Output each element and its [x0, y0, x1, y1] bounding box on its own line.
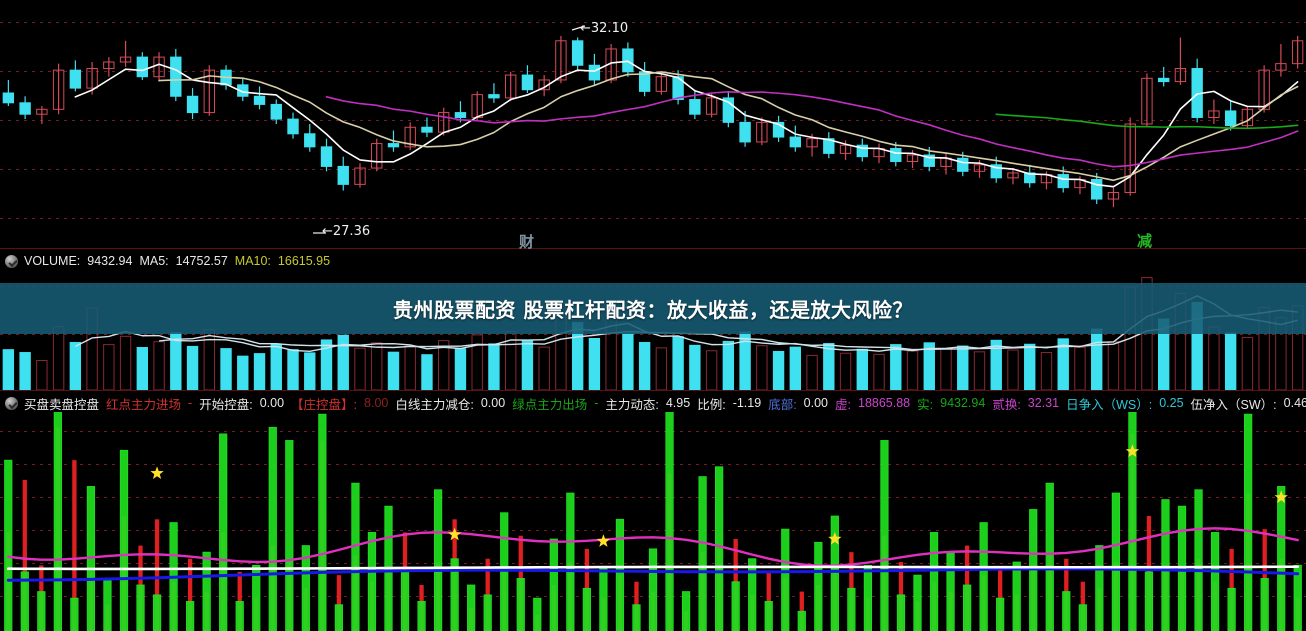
legend-value-3: 0.00 — [480, 396, 506, 410]
price-gridline — [0, 169, 1306, 170]
legend-label-6: 比例: — [697, 397, 726, 412]
legend-label-1: 开始控盘: — [199, 397, 253, 412]
legend-label-12: 伍净入（SW）: — [1190, 397, 1277, 412]
watermark-jian-icon: 减 — [1137, 232, 1153, 250]
price-gridline — [0, 22, 1306, 23]
volume-legend-bar[interactable]: VOLUME: 9432.94 MA5: 14752.57 MA10: 1661… — [0, 248, 1306, 274]
legend-value-12: 0.46 — [1283, 396, 1306, 410]
legend-value-0: - — [188, 396, 193, 410]
legend-value-9: 9432.94 — [940, 396, 986, 410]
indicator-gridline — [0, 497, 1306, 498]
legend-label-3: 白线主力减仓: — [395, 397, 474, 412]
volume-legend-label-2: MA10: — [234, 254, 271, 268]
volume-legend-label-0: VOLUME: — [24, 254, 81, 268]
watermark-cai-icon: 财 — [519, 233, 535, 251]
price-gridline — [0, 71, 1306, 72]
legend-label-9: 实: — [917, 397, 934, 412]
indicator-bars-svg — [4, 412, 1302, 631]
legend-value-2: 8.00 — [364, 396, 389, 410]
page-title: 贵州股票配资 股票杠杆配资：放大收益，还是放大风险？ — [393, 298, 913, 322]
volume-gridline — [0, 334, 1306, 335]
legend-label-2: 【庄控盘】: — [291, 397, 358, 412]
legend-value-5: 4.95 — [665, 396, 691, 410]
volume-legend-label-1: MA5: — [139, 254, 169, 268]
article-title-banner: 贵州股票配资 股票杠杆配资：放大收益，还是放大风险？ — [0, 283, 1306, 334]
legend-value-1: 0.00 — [259, 396, 285, 410]
legend-value-11: 0.25 — [1159, 396, 1184, 410]
legend-label-10: 贰换: — [992, 397, 1021, 412]
price-gridline — [0, 218, 1306, 219]
legend-value-4: - — [594, 396, 599, 410]
legend-value-6: -1.19 — [732, 396, 762, 410]
indicator-gridline — [0, 464, 1306, 465]
low-price-annotation: ←27.36 — [322, 224, 371, 239]
price-candles-svg — [2, 25, 1304, 234]
indicator-gridline — [0, 431, 1306, 432]
legend-value-7: 0.00 — [803, 396, 829, 410]
legend-value-8: 18865.88 — [858, 396, 911, 410]
volume-legend-value-0: 9432.94 — [87, 254, 133, 268]
legend-label-7: 底部: — [768, 397, 797, 412]
volume-legend-value-1: 14752.57 — [175, 254, 228, 268]
collapse-toggle-icon[interactable] — [5, 254, 18, 268]
legend-label-8: 虚: — [835, 397, 851, 412]
high-price-annotation: ←32.10 — [580, 21, 629, 36]
legend-label-0: 红点主力进场 — [106, 397, 182, 412]
legend-value-10: 32.31 — [1027, 396, 1060, 410]
legend-label-4: 绿点主力出场 — [512, 397, 588, 412]
volume-legend-value-2: 16615.95 — [277, 254, 331, 268]
price-chart-panel[interactable] — [0, 0, 1306, 248]
indicator-title: 买盘卖盘控盘 — [24, 397, 100, 412]
price-gridline — [0, 120, 1306, 121]
legend-label-11: 日争入（WS）: — [1066, 397, 1153, 412]
indicator-legend-bar[interactable]: 买盘卖盘控盘 红点主力进场 - 开始控盘: 0.00 【庄控盘】: 8.00 白… — [0, 390, 1306, 416]
legend-label-5: 主力动态: — [605, 397, 659, 412]
collapse-toggle-icon[interactable] — [5, 396, 18, 410]
main-force-indicator-panel[interactable] — [0, 412, 1306, 631]
indicator-gridline — [0, 530, 1306, 531]
